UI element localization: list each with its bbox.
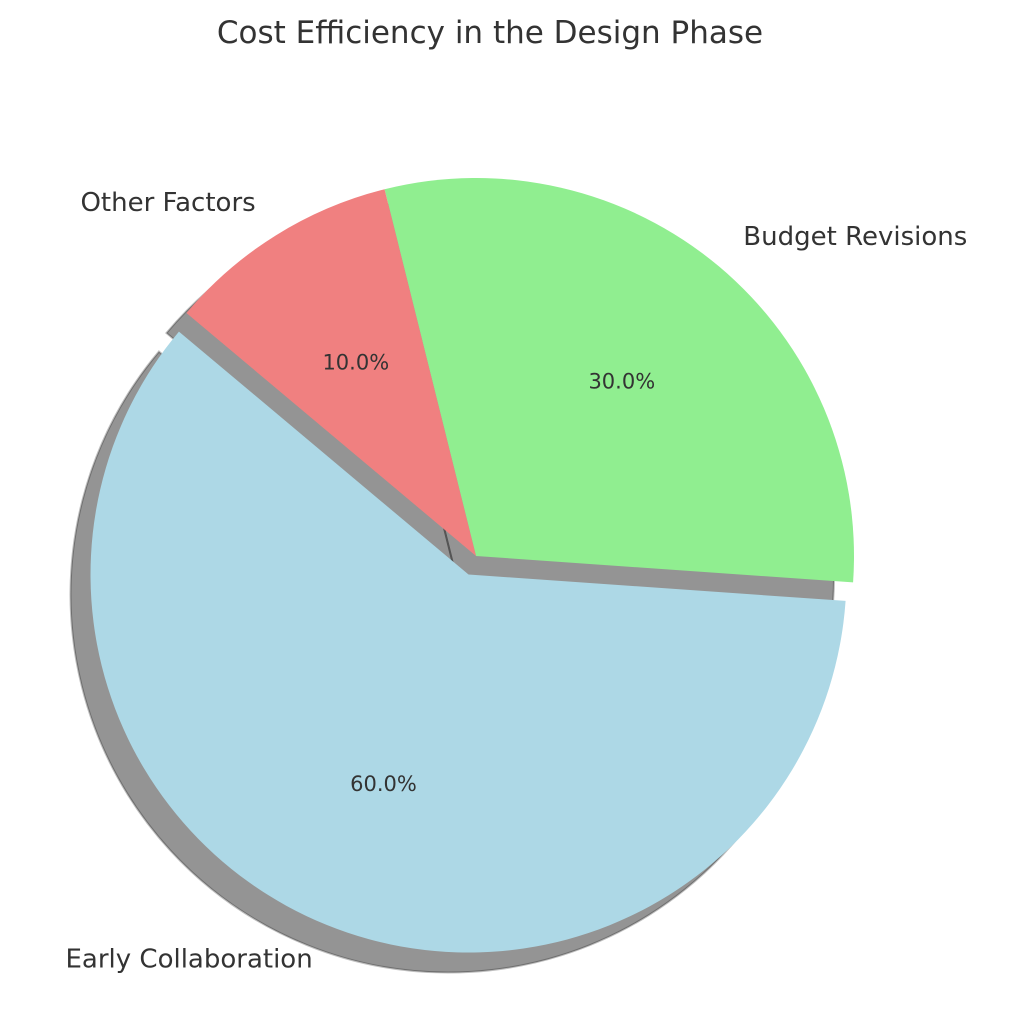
- percent-label-other-factors: 10.0%: [322, 351, 389, 375]
- slice-other-factors: [186, 189, 476, 557]
- percent-label-early-collaboration: 60.0%: [350, 772, 417, 796]
- slice-early-collaboration: [90, 331, 846, 953]
- pie-slices: [90, 178, 855, 953]
- pie-labels: Early Collaboration 60.0% Budget Revisions…: [65, 188, 967, 975]
- slice-budget-revisions: [384, 178, 855, 583]
- category-label-other-factors: Other Factors: [80, 188, 255, 218]
- percent-label-budget-revisions: 30.0%: [588, 369, 655, 393]
- chart-title: Cost Efficiency in the Design Phase: [217, 15, 763, 51]
- category-label-early-collaboration: Early Collaboration: [65, 945, 312, 975]
- category-label-budget-revisions: Budget Revisions: [743, 222, 967, 252]
